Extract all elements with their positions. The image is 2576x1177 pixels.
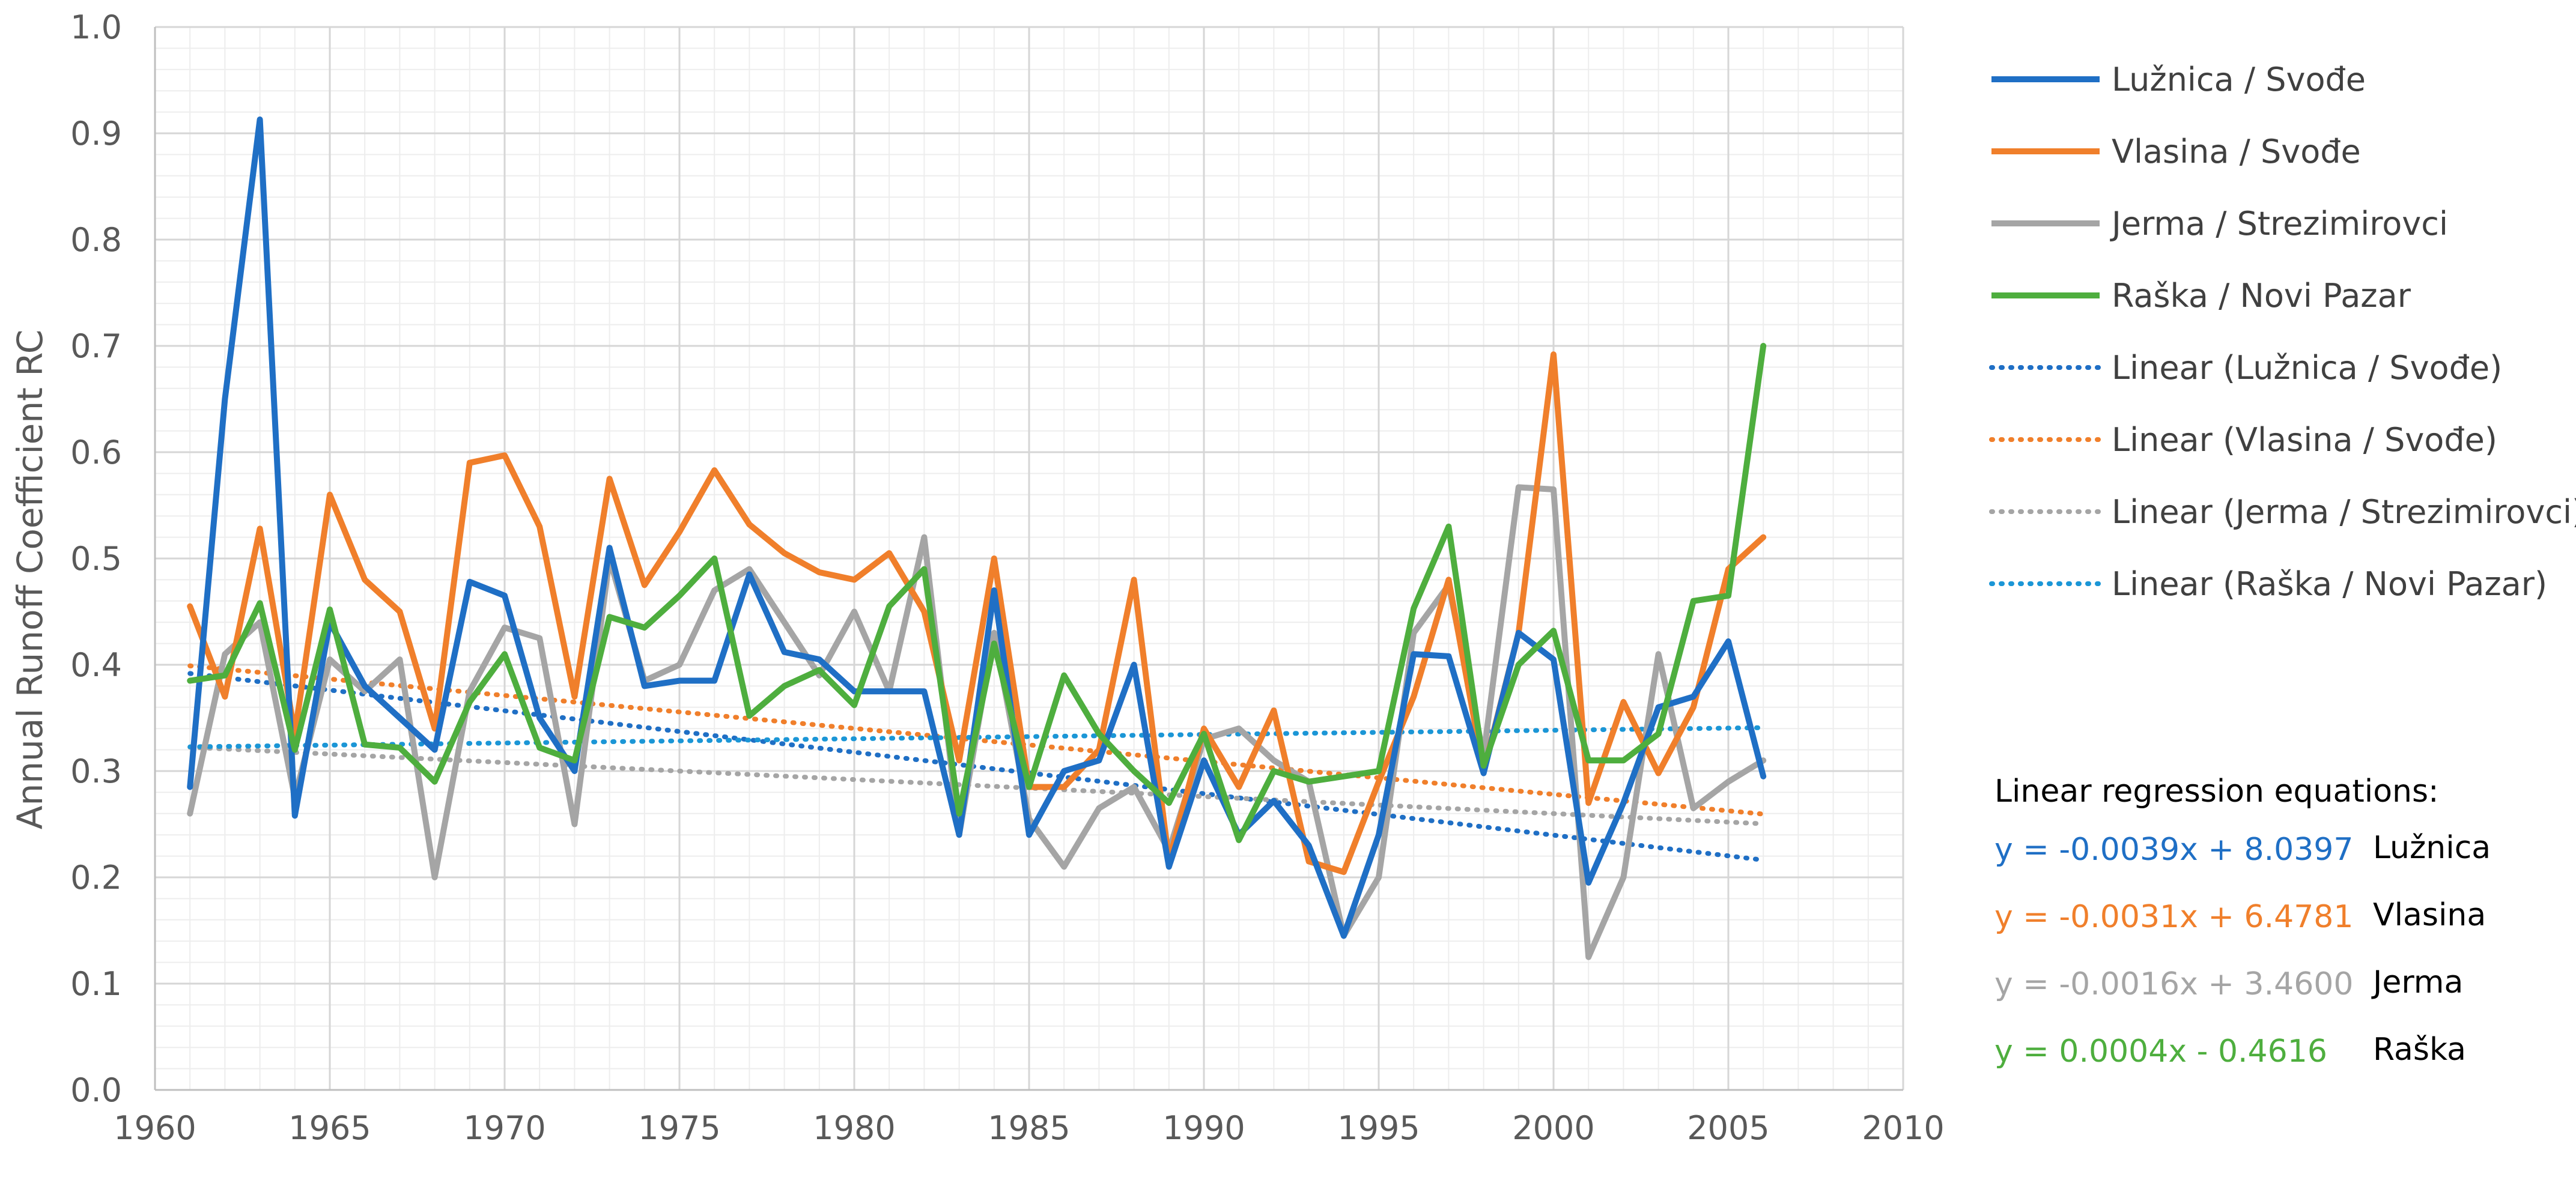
tick-labels: 1960 1965 1970 1975 1980 1985 1990 1995 2000 2005…	[70, 8, 1945, 1147]
y-tick-label: 0.1	[70, 965, 122, 1003]
legend-label: Jerma / Strezimirovci	[2110, 205, 2448, 243]
regression-equations: Linear regression equations: y = -0.0039…	[1994, 773, 2491, 1070]
x-tick-label: 1995	[1337, 1109, 1420, 1147]
y-tick-label: 0.8	[70, 221, 122, 259]
legend-label: Raška / Novi Pazar	[2112, 277, 2411, 315]
legend-label: Linear (Jerma / Strezimirovci)	[2112, 493, 2576, 531]
x-tick-label: 2005	[1687, 1109, 1769, 1147]
x-tick-label: 2010	[1862, 1109, 1944, 1147]
x-tick-label: 1960	[114, 1109, 196, 1147]
major-grid	[154, 26, 1904, 1091]
equations-title: Linear regression equations:	[1994, 773, 2439, 809]
series-lines	[187, 116, 1767, 960]
x-tick-label: 2000	[1512, 1109, 1594, 1147]
trendline	[187, 745, 1766, 826]
series-line	[187, 351, 1767, 876]
y-tick-label: 0.9	[70, 115, 122, 153]
y-tick-label: 0.5	[70, 540, 122, 578]
y-tick-label: 1.0	[70, 8, 122, 46]
legend-label: Linear (Vlasina / Svođe)	[2112, 421, 2497, 459]
x-tick-label: 1985	[988, 1109, 1070, 1147]
y-axis-label: Annual Runoff Coefficient RC	[10, 330, 50, 829]
legend: Lužnica / Svođe Vlasina / Svođe Jerma / St…	[1989, 61, 2576, 603]
equation-text: y = -0.0031x + 6.4781	[1994, 899, 2353, 935]
y-tick-label: 0.0	[70, 1071, 122, 1109]
equation-text: y = 0.0004x - 0.4616	[1994, 1033, 2327, 1070]
x-tick-label: 1970	[463, 1109, 545, 1147]
equation-station-name: Raška	[2373, 1032, 2466, 1068]
equation-station-name: Vlasina	[2373, 897, 2486, 933]
equation-station-name: Jerma	[2371, 964, 2463, 1000]
equation-text: y = -0.0039x + 8.0397	[1994, 832, 2353, 868]
x-tick-label: 1990	[1162, 1109, 1245, 1147]
y-tick-label: 0.6	[70, 434, 122, 471]
trendline	[187, 671, 1766, 863]
x-tick-label: 1965	[288, 1109, 371, 1147]
axes	[154, 27, 1903, 1091]
legend-label: Vlasina / Svođe	[2112, 133, 2361, 171]
series-line	[187, 116, 1767, 939]
legend-label: Linear (Lužnica / Svođe)	[2112, 349, 2502, 387]
equation-text: y = -0.0016x + 3.4600	[1994, 966, 2353, 1002]
series-line	[187, 343, 1767, 844]
equation-station-name: Lužnica	[2373, 830, 2491, 866]
legend-label: Linear (Raška / Novi Pazar)	[2112, 565, 2547, 603]
y-tick-label: 0.3	[70, 752, 122, 790]
y-tick-label: 0.4	[70, 646, 122, 684]
y-tick-label: 0.7	[70, 327, 122, 365]
y-tick-label: 0.2	[70, 859, 122, 897]
x-tick-label: 1980	[813, 1109, 895, 1147]
x-tick-label: 1975	[638, 1109, 720, 1147]
legend-label: Lužnica / Svođe	[2112, 61, 2366, 98]
